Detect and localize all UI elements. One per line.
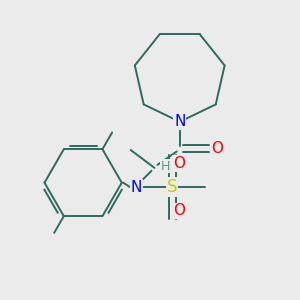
Text: H: H [161,160,170,173]
Text: N: N [131,180,142,195]
Text: O: O [173,156,185,171]
Text: S: S [167,178,178,196]
Text: N: N [174,114,185,129]
Text: O: O [173,203,185,218]
Text: O: O [211,141,223,156]
